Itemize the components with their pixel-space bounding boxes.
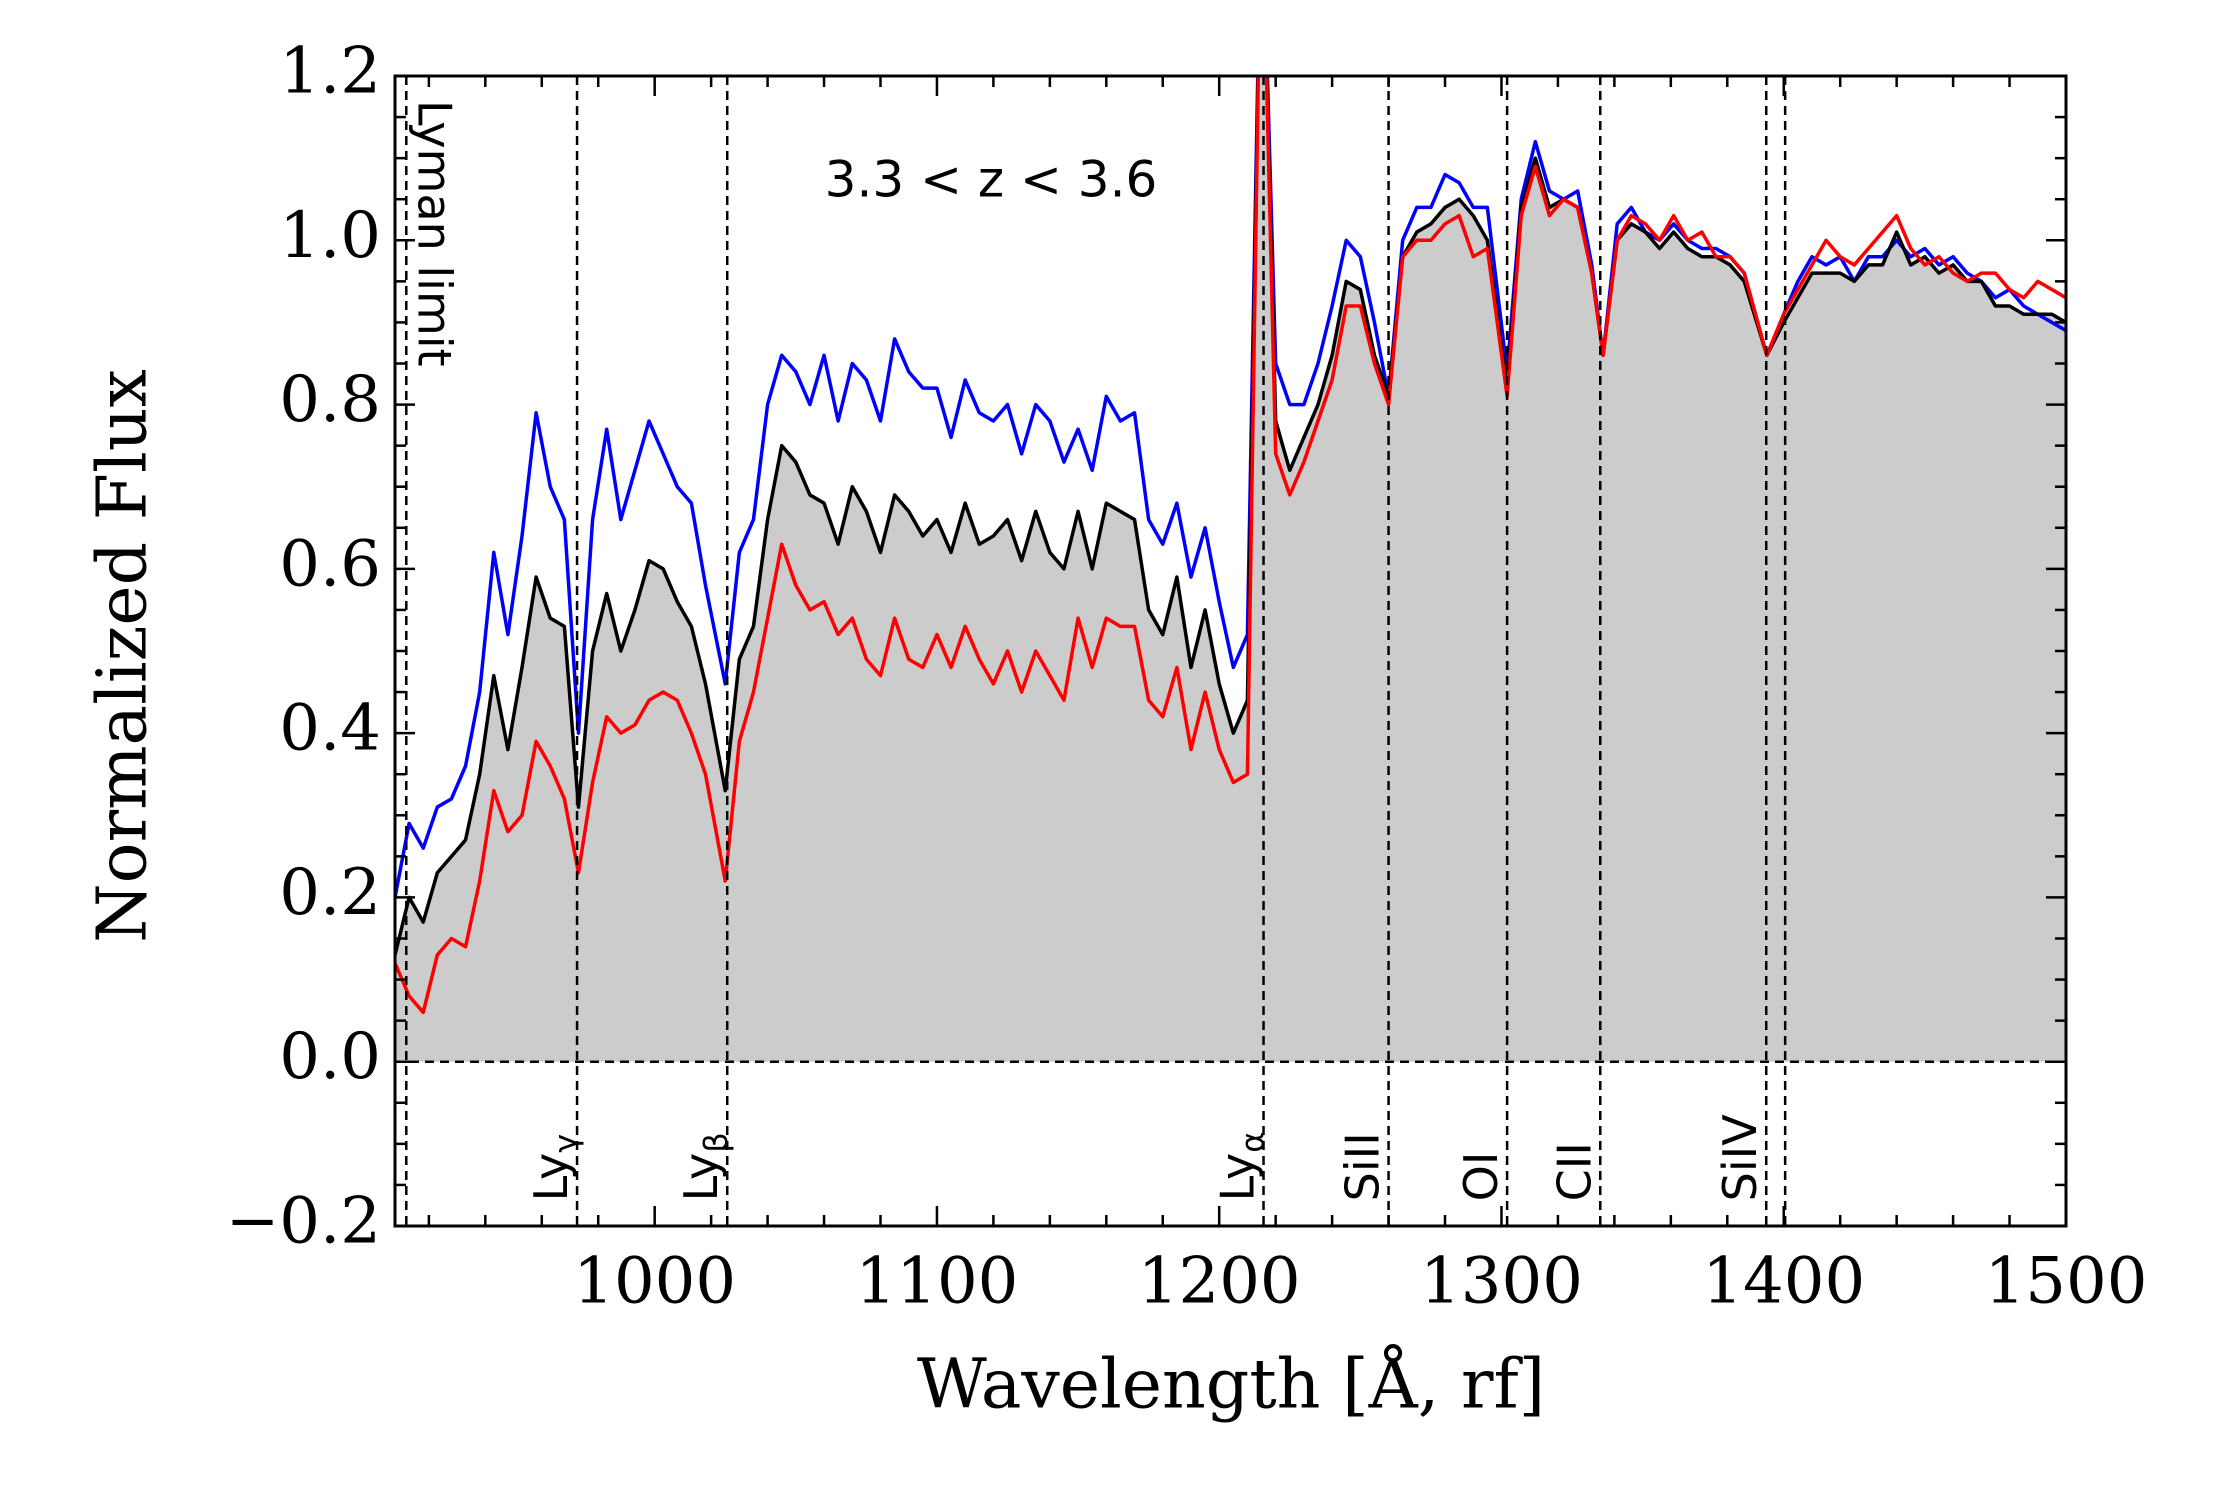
x-tick-label: 1200 (1138, 1245, 1301, 1319)
y-tick-label: 0.8 (279, 363, 381, 437)
area-fill (395, 76, 2066, 1062)
series-line (395, 76, 2066, 898)
line-label-text: Lyman limit (407, 100, 461, 367)
line-label: Lyγ (524, 1134, 585, 1202)
series-line (395, 76, 2066, 956)
line-label-sub: α (1234, 1132, 1272, 1153)
line-label-sub: γ (547, 1134, 585, 1153)
annotation: 3.3 < z < 3.6 (825, 151, 1158, 209)
line-label-text: Ly (1211, 1153, 1265, 1202)
y-tick-label: 0.2 (279, 856, 381, 930)
y-tick-label: 0.6 (279, 527, 381, 601)
y-tick-label: −0.2 (226, 1185, 381, 1259)
line-label: Lyβ (674, 1132, 735, 1201)
plot-frame (393, 74, 2068, 1228)
line-label: OI (1454, 1152, 1508, 1202)
y-tick-label: 0.0 (279, 1020, 381, 1094)
x-tick-label: 1500 (1985, 1245, 2148, 1319)
line-label: Lyman limit (407, 100, 461, 367)
line-label-text: SiIV (1713, 1114, 1767, 1202)
x-tick-label: 1100 (856, 1245, 1019, 1319)
series-line (395, 76, 2066, 1015)
line-label-text: SiII (1336, 1132, 1390, 1201)
x-tick-label: 1300 (1420, 1245, 1583, 1319)
line-label-text: OI (1454, 1152, 1508, 1202)
y-tick-label: 1.2 (279, 35, 381, 109)
y-tick-label: 1.0 (279, 199, 381, 273)
line-label: Lyα (1211, 1132, 1272, 1202)
plot-area (395, 76, 2066, 1062)
y-tick-label: 0.4 (279, 692, 381, 766)
line-label-text: Ly (524, 1153, 578, 1202)
x-tick-label: 1400 (1702, 1245, 1865, 1319)
line-label: SiII (1336, 1132, 1390, 1201)
x-tick-label: 1000 (573, 1245, 736, 1319)
line-label-text: Ly (674, 1153, 728, 1202)
y-axis-label: Normalized Flux (84, 369, 163, 943)
line-label-text: CII (1547, 1142, 1601, 1201)
x-axis-label: Wavelength [Å, rf] (917, 1345, 1545, 1425)
line-label: CII (1547, 1142, 1601, 1201)
line-label-sub: β (697, 1132, 735, 1152)
line-label: SiIV (1713, 1114, 1767, 1202)
